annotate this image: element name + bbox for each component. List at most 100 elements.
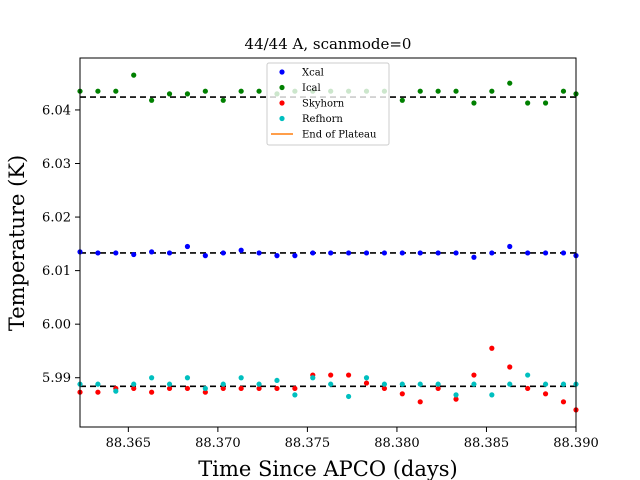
data-point <box>453 396 459 402</box>
data-point <box>381 250 388 256</box>
data-point <box>399 381 405 387</box>
data-point <box>202 389 208 395</box>
data-point <box>238 385 244 392</box>
data-point <box>166 91 173 97</box>
data-point <box>184 375 191 381</box>
x-axis-label: Time Since APCO (days) <box>198 457 457 480</box>
data-point <box>381 381 388 387</box>
y-tick-label: 6.01 <box>42 264 71 279</box>
data-point <box>274 253 280 259</box>
data-point <box>453 88 459 94</box>
data-point <box>256 381 262 387</box>
data-point <box>149 375 155 381</box>
x-tick-label: 88.370 <box>195 436 241 451</box>
data-point <box>202 88 208 94</box>
data-point <box>238 375 244 381</box>
legend-label: Xcal <box>302 68 324 79</box>
chart-title: 44/44 A, scanmode=0 <box>245 35 412 53</box>
data-point <box>345 372 352 378</box>
data-point <box>489 88 495 94</box>
axes: 88.365 88.370 88.375 88.380 88.385 88.390 5.99… <box>42 57 599 451</box>
data-point <box>507 381 513 387</box>
data-point <box>95 250 101 256</box>
data-point <box>363 375 370 381</box>
data-point <box>417 250 423 256</box>
data-point <box>166 250 173 256</box>
data-point <box>274 385 280 392</box>
data-point <box>256 250 262 256</box>
data-point <box>184 243 191 250</box>
data-point <box>560 381 567 387</box>
data-point <box>184 385 191 392</box>
y-axis-label: Temperature (K) <box>5 155 29 331</box>
data-point <box>328 250 334 256</box>
data-point <box>525 250 531 256</box>
data-point <box>131 72 137 78</box>
data-point <box>489 392 495 398</box>
data-point <box>542 391 549 397</box>
legend: Xcal Ical Skyhorn Refhorn End of Plateau <box>266 62 390 146</box>
data-point <box>453 392 459 398</box>
plot-frame <box>79 57 577 428</box>
y-tick-label: 6.02 <box>42 211 71 226</box>
data-point <box>560 399 567 405</box>
data-point <box>113 388 119 394</box>
data-point <box>399 97 405 103</box>
y-tick-label: 6.00 <box>42 318 71 333</box>
data-point <box>417 399 423 405</box>
data-point <box>525 372 531 378</box>
x-tick-label: 88.390 <box>553 436 599 451</box>
data-point <box>471 100 477 106</box>
x-tick-label: 88.385 <box>464 436 510 451</box>
x-tick-label: 88.375 <box>285 436 331 451</box>
data-point <box>471 254 477 260</box>
data-point <box>292 385 298 392</box>
data-point <box>417 88 423 94</box>
data-point <box>220 97 226 103</box>
x-tick-label: 88.365 <box>106 436 152 451</box>
data-point <box>166 381 173 387</box>
series-refhorn <box>77 372 579 400</box>
legend-marker-xcal <box>279 69 285 75</box>
data-point <box>113 250 119 256</box>
y-tick-label: 6.03 <box>42 157 71 172</box>
data-point <box>310 375 316 381</box>
data-point <box>435 250 441 256</box>
data-point <box>220 250 226 256</box>
data-point <box>328 381 334 387</box>
data-point <box>95 389 101 395</box>
legend-marker-refhorn <box>279 115 285 122</box>
data-point <box>507 80 513 86</box>
y-tick-label: 5.99 <box>42 371 71 386</box>
data-point <box>149 249 155 255</box>
data-point <box>149 389 155 395</box>
data-point <box>256 88 262 94</box>
data-point <box>489 345 495 351</box>
series-xcal <box>77 243 579 260</box>
data-point <box>542 381 549 387</box>
data-point <box>345 393 352 400</box>
data-point <box>220 385 226 392</box>
data-point <box>113 88 119 94</box>
data-point <box>149 97 155 103</box>
data-point <box>542 250 549 256</box>
data-point <box>202 385 208 392</box>
data-point <box>560 250 567 256</box>
legend-label: Refhorn <box>302 114 343 125</box>
data-point <box>435 385 441 392</box>
data-point <box>131 251 137 258</box>
data-point <box>471 381 477 387</box>
legend-box <box>266 62 390 146</box>
legend-marker-skyhorn <box>279 100 285 106</box>
data-point <box>345 250 352 256</box>
data-point <box>238 247 244 253</box>
x-tick-label: 88.380 <box>374 436 420 451</box>
data-point <box>507 243 513 250</box>
data-point <box>274 377 280 384</box>
data-point <box>238 88 244 94</box>
data-point <box>542 100 549 106</box>
data-point <box>381 385 388 392</box>
data-point <box>220 381 226 387</box>
legend-label: Ical <box>302 83 321 94</box>
